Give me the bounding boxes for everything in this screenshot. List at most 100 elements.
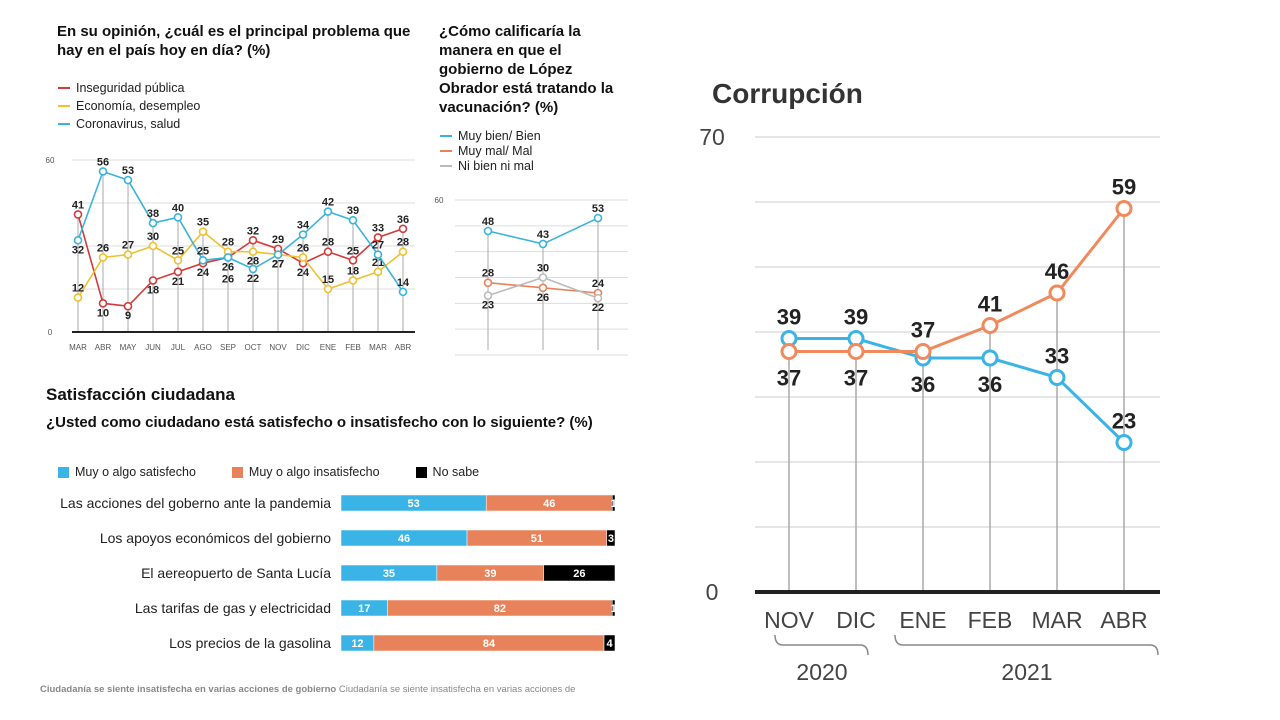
data-point bbox=[248, 247, 258, 257]
category-label: Las tarifas de gas y electricidad bbox=[135, 600, 331, 616]
series-line bbox=[789, 337, 1126, 444]
data-point bbox=[373, 250, 383, 259]
bar-value: 1 bbox=[611, 603, 617, 615]
bar-value: 1 bbox=[611, 498, 617, 510]
x-tick-label: FEB bbox=[968, 607, 1013, 633]
x-tick-label: AGO bbox=[194, 343, 212, 352]
legend-item: Muy o algo insatisfecho bbox=[248, 465, 380, 479]
data-label: 36 bbox=[978, 372, 1002, 397]
data-point bbox=[98, 167, 108, 176]
data-label: 39 bbox=[777, 305, 801, 330]
caption-bold: Ciudadanía se siente insatisfecha en var… bbox=[40, 684, 337, 695]
data-label: 32 bbox=[72, 244, 84, 256]
x-tick-label: JUL bbox=[171, 343, 186, 352]
data-label: 27 bbox=[272, 259, 284, 271]
bar-value: 51 bbox=[531, 533, 543, 545]
legend-item: Economía, desempleo bbox=[76, 99, 201, 113]
bar-segment bbox=[612, 494, 616, 512]
data-point bbox=[123, 301, 133, 311]
data-point bbox=[1048, 284, 1066, 302]
chart3-title: Satisfacción ciudadana bbox=[46, 385, 235, 404]
data-point bbox=[780, 343, 798, 360]
data-label: 26 bbox=[222, 261, 234, 273]
bar-value: 39 bbox=[484, 568, 496, 580]
y-tick-label: 0 bbox=[48, 328, 53, 337]
x-tick-label: ENE bbox=[899, 607, 946, 633]
data-point bbox=[248, 235, 258, 245]
bar-value: 3 bbox=[608, 533, 614, 545]
bar-segment bbox=[606, 529, 616, 547]
data-label: 38 bbox=[147, 208, 159, 220]
data-label: 30 bbox=[537, 263, 549, 275]
data-point bbox=[223, 253, 233, 262]
data-label: 29 bbox=[272, 234, 284, 246]
data-label: 34 bbox=[297, 220, 310, 232]
data-label: 27 bbox=[372, 240, 384, 252]
chart2-title: ¿Cómo calificaría la manera en que el go… bbox=[439, 23, 614, 116]
data-label: 32 bbox=[247, 225, 259, 237]
data-label: 39 bbox=[844, 305, 868, 330]
data-label: 33 bbox=[372, 222, 384, 234]
data-point bbox=[298, 253, 308, 262]
x-tick-label: ABR bbox=[395, 343, 412, 352]
series-line bbox=[789, 207, 1126, 353]
data-label: 33 bbox=[1045, 344, 1069, 369]
x-tick-label: JUN bbox=[145, 343, 161, 352]
legend-item: Muy o algo satisfecho bbox=[75, 465, 196, 479]
series-line bbox=[77, 214, 404, 308]
data-point bbox=[483, 278, 493, 287]
data-point bbox=[398, 224, 408, 234]
data-label: 28 bbox=[222, 237, 234, 249]
data-label: 27 bbox=[272, 259, 284, 271]
year-bracket bbox=[774, 634, 869, 656]
data-point bbox=[98, 253, 108, 262]
data-point bbox=[373, 233, 383, 242]
data-point bbox=[593, 293, 603, 303]
data-point bbox=[298, 230, 308, 239]
data-label: 27 bbox=[122, 240, 134, 252]
x-tick-label: MAR bbox=[69, 343, 87, 352]
data-point bbox=[73, 235, 83, 245]
year-label: 2021 bbox=[1001, 659, 1052, 685]
x-tick-label: NOV bbox=[269, 343, 287, 352]
data-label: 37 bbox=[911, 318, 935, 343]
caption-text: Ciudadanía se siente insatisfecha en var… bbox=[338, 684, 576, 695]
data-label: 10 bbox=[97, 307, 109, 319]
x-tick-label: MAR bbox=[1031, 607, 1082, 633]
bar-value: 17 bbox=[358, 603, 370, 615]
data-label: 22 bbox=[592, 302, 604, 314]
category-label: El aereopuerto de Santa Lucía bbox=[141, 565, 331, 581]
x-tick-label: ENE bbox=[320, 343, 336, 352]
data-label: 26 bbox=[297, 242, 309, 254]
data-point bbox=[123, 175, 133, 185]
year-bracket bbox=[894, 634, 1159, 656]
legend-item: Muy mal/ Mal bbox=[458, 143, 533, 158]
legend-item: Inseguridad pública bbox=[76, 81, 185, 95]
bar-value: 84 bbox=[483, 638, 496, 650]
data-label: 26 bbox=[222, 273, 234, 285]
data-label: 28 bbox=[482, 268, 494, 280]
data-point bbox=[538, 273, 548, 282]
chart2-legend: Muy bien/ Bien Muy mal/ Mal Ni bien ni m… bbox=[440, 128, 541, 173]
legend-item: Ni bien ni mal bbox=[458, 158, 534, 173]
chart1-title: En su opinión, ¿cuál es el principal pro… bbox=[57, 23, 411, 59]
data-point bbox=[148, 276, 158, 285]
chart1-legend: Inseguridad pública Economía, desempleo … bbox=[58, 79, 200, 133]
data-point bbox=[98, 299, 108, 308]
data-label: 9 bbox=[125, 310, 131, 322]
data-point bbox=[373, 267, 383, 277]
bar-value: 46 bbox=[543, 498, 555, 510]
data-point bbox=[981, 317, 999, 334]
series-line bbox=[77, 170, 404, 293]
data-label: 28 bbox=[247, 256, 259, 268]
data-point bbox=[73, 210, 83, 219]
data-label: 24 bbox=[592, 278, 605, 290]
data-point bbox=[1115, 434, 1133, 451]
data-label: 28 bbox=[397, 237, 409, 249]
bar-value: 35 bbox=[383, 568, 395, 580]
data-point bbox=[1048, 369, 1066, 386]
data-label: 41 bbox=[978, 292, 1002, 317]
data-label: 53 bbox=[592, 203, 604, 215]
data-label: 23 bbox=[1112, 409, 1136, 434]
chart3-subtitle: ¿Usted como ciudadano está satisfecho o … bbox=[46, 414, 593, 431]
